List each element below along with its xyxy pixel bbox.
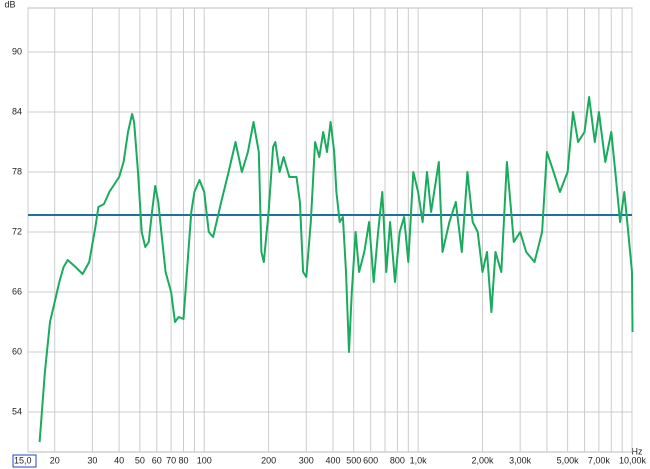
x-tick-label: 100 <box>197 455 212 465</box>
x-tick-label: 1,0k <box>410 455 428 465</box>
y-tick-label: 90 <box>12 46 22 56</box>
x-tick-label: 2,00k <box>471 455 494 465</box>
x-tick-label: 200 <box>261 455 276 465</box>
x-tick-label: 20 <box>50 455 60 465</box>
x-tick-label: 10,00k <box>619 455 647 465</box>
plot-area <box>27 7 633 453</box>
x-tick-label: 60 <box>152 455 162 465</box>
y-tick-label: 84 <box>12 106 22 116</box>
x-tick-label: 80 <box>178 455 188 465</box>
x-tick-label: 30 <box>87 455 97 465</box>
x-tick-label: 5,00k <box>557 455 580 465</box>
x-tick-label: 40 <box>114 455 124 465</box>
y-tick-label: 60 <box>12 346 22 356</box>
x-tick-label: 400 <box>325 455 340 465</box>
x-tick-label: 500 <box>346 455 361 465</box>
x-tick-label: 300 <box>299 455 314 465</box>
x-axis-label: Hz <box>632 446 643 456</box>
x-tick-label: 70 <box>166 455 176 465</box>
x-tick-label: 7,00k <box>588 455 611 465</box>
y-tick-label: 78 <box>12 166 22 176</box>
x-tick-label: 3,00k <box>509 455 532 465</box>
x-tick-label: 15,0 <box>14 455 32 465</box>
response-line <box>38 96 634 443</box>
x-tick-label: 800 <box>390 455 405 465</box>
y-tick-label: 72 <box>12 226 22 236</box>
x-tick-label: 50 <box>135 455 145 465</box>
x-start-box <box>12 454 37 468</box>
y-axis-label: dB <box>4 0 15 9</box>
x-tick-label: 600 <box>363 455 378 465</box>
y-tick-label: 66 <box>12 286 22 296</box>
y-tick-label: 54 <box>12 406 22 416</box>
